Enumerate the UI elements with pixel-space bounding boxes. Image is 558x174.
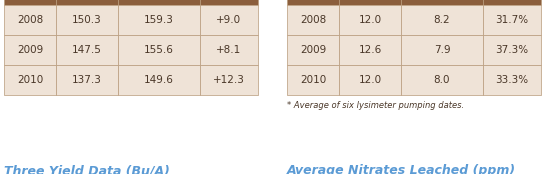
Bar	[56, 35, 118, 65]
Text: 12.6: 12.6	[358, 45, 382, 55]
Text: 147.5: 147.5	[72, 45, 102, 55]
Bar	[4, 65, 56, 95]
Bar	[401, 35, 483, 65]
Text: 149.6: 149.6	[144, 75, 174, 85]
Bar	[339, 65, 401, 95]
Bar	[4, 35, 56, 65]
Bar	[118, 35, 200, 65]
Text: 150.3: 150.3	[72, 15, 102, 25]
Bar	[287, 0, 339, 5]
Bar	[483, 0, 541, 5]
Bar	[401, 0, 483, 5]
Text: 2010: 2010	[17, 75, 43, 85]
Bar	[56, 0, 118, 5]
Text: Three Yield Data (Bu/A): Three Yield Data (Bu/A)	[4, 164, 170, 174]
Bar	[56, 65, 118, 95]
Text: 2008: 2008	[17, 15, 43, 25]
Text: 2009: 2009	[300, 45, 326, 55]
Text: 2008: 2008	[300, 15, 326, 25]
Bar	[339, 35, 401, 65]
Text: 8.2: 8.2	[434, 15, 450, 25]
Text: 137.3: 137.3	[72, 75, 102, 85]
Text: 31.7%: 31.7%	[496, 15, 528, 25]
Text: * Average of six lysimeter pumping dates.: * Average of six lysimeter pumping dates…	[287, 101, 464, 110]
Text: 12.0: 12.0	[358, 75, 382, 85]
Text: 159.3: 159.3	[144, 15, 174, 25]
Bar	[118, 0, 200, 5]
Bar	[339, 5, 401, 35]
Text: +8.1: +8.1	[217, 45, 242, 55]
Text: 155.6: 155.6	[144, 45, 174, 55]
Text: 2009: 2009	[17, 45, 43, 55]
Text: 2010: 2010	[300, 75, 326, 85]
Bar	[200, 5, 258, 35]
Bar	[483, 5, 541, 35]
Text: Average Nitrates Leached (ppm): Average Nitrates Leached (ppm)	[287, 164, 516, 174]
Text: 37.3%: 37.3%	[496, 45, 528, 55]
Bar	[4, 0, 56, 5]
Bar	[200, 0, 258, 5]
Bar	[118, 5, 200, 35]
Text: +12.3: +12.3	[213, 75, 245, 85]
Text: 7.9: 7.9	[434, 45, 450, 55]
Text: +9.0: +9.0	[217, 15, 242, 25]
Text: 12.0: 12.0	[358, 15, 382, 25]
Text: 33.3%: 33.3%	[496, 75, 528, 85]
Bar	[200, 65, 258, 95]
Bar	[483, 35, 541, 65]
Bar	[4, 5, 56, 35]
Bar	[401, 65, 483, 95]
Bar	[401, 5, 483, 35]
Bar	[56, 5, 118, 35]
Bar	[287, 65, 339, 95]
Bar	[339, 0, 401, 5]
Text: 8.0: 8.0	[434, 75, 450, 85]
Bar	[200, 35, 258, 65]
Bar	[483, 65, 541, 95]
Bar	[287, 5, 339, 35]
Bar	[118, 65, 200, 95]
Bar	[287, 35, 339, 65]
